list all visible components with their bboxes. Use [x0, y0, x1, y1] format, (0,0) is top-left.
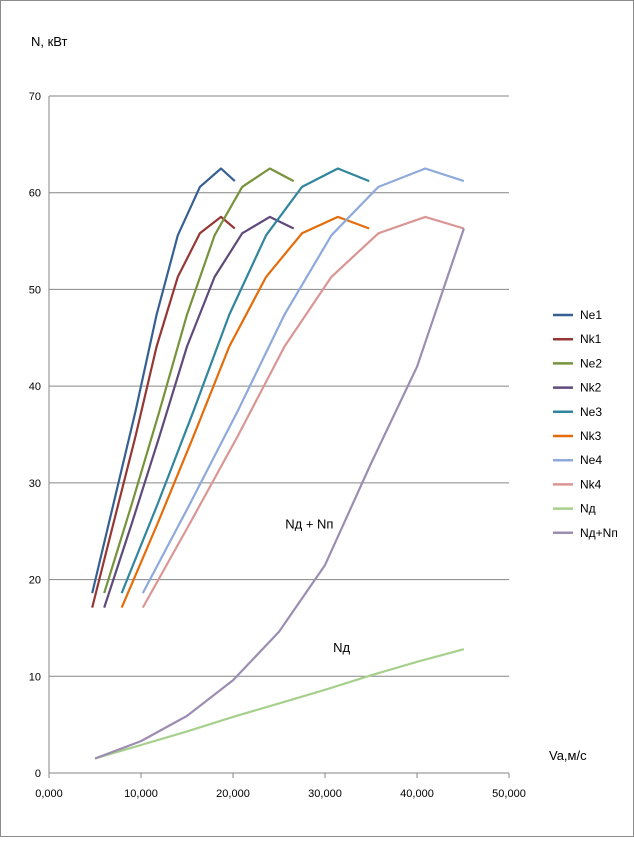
legend-label-2: Ne2	[580, 356, 602, 370]
y-tick-label: 20	[29, 575, 41, 587]
axes	[48, 96, 510, 778]
series-line-6	[141, 167, 465, 594]
series-line-1	[91, 215, 236, 608]
x-tick-label: 0,000	[35, 788, 63, 800]
grid	[49, 95, 509, 677]
series-line-0	[91, 167, 236, 594]
y-tick-label: 40	[29, 381, 41, 393]
series-line-2	[103, 167, 295, 594]
series-line-3	[103, 215, 295, 608]
legend-label-9: Nд+Nп	[580, 526, 618, 540]
y-tick-label: 0	[35, 768, 41, 780]
legend-label-3: Nk2	[580, 381, 602, 395]
series-line-7	[141, 215, 465, 609]
y-tick-label: 30	[29, 478, 41, 490]
series-line-8	[94, 648, 465, 760]
x-axis-label: Va,м/с	[549, 748, 587, 763]
y-tick-label: 60	[29, 188, 41, 200]
legend-label-7: Nk4	[580, 477, 602, 491]
legend-label-1: Nk1	[580, 332, 602, 346]
series-line-5	[120, 215, 370, 609]
x-tick-label: 10,000	[124, 788, 158, 800]
annotation-nd-np: Nд + Nп	[285, 516, 333, 531]
y-tick-label: 10	[29, 671, 41, 683]
legend-label-0: Ne1	[580, 308, 602, 322]
legend-label-4: Ne3	[580, 405, 602, 419]
series-layer	[91, 167, 465, 760]
x-tick-label: 50,000	[492, 788, 526, 800]
y-tick-label: 50	[29, 284, 41, 296]
x-tick-label: 40,000	[400, 788, 434, 800]
legend-label-8: Nд	[580, 502, 596, 516]
legend-label-6: Ne4	[580, 453, 602, 467]
legend: Ne1 Nk1 Ne2 Nk2 Ne3 Nk3 Ne4 Nk4 Nд Nд+Nп	[553, 308, 618, 540]
series-line-4	[120, 167, 370, 594]
y-tick-label: 70	[29, 91, 41, 103]
y-axis-label: N, кВт	[31, 34, 68, 49]
x-tick-label: 20,000	[216, 788, 250, 800]
ticks: 0 10 20 30 40 50 60 70 0,000 10,000 20,000 30,000 40…	[29, 91, 526, 800]
x-tick-label: 30,000	[308, 788, 342, 800]
annotation-nd: Nд	[333, 640, 350, 655]
series-line-9	[94, 228, 465, 760]
legend-label-5: Nk3	[580, 429, 602, 443]
